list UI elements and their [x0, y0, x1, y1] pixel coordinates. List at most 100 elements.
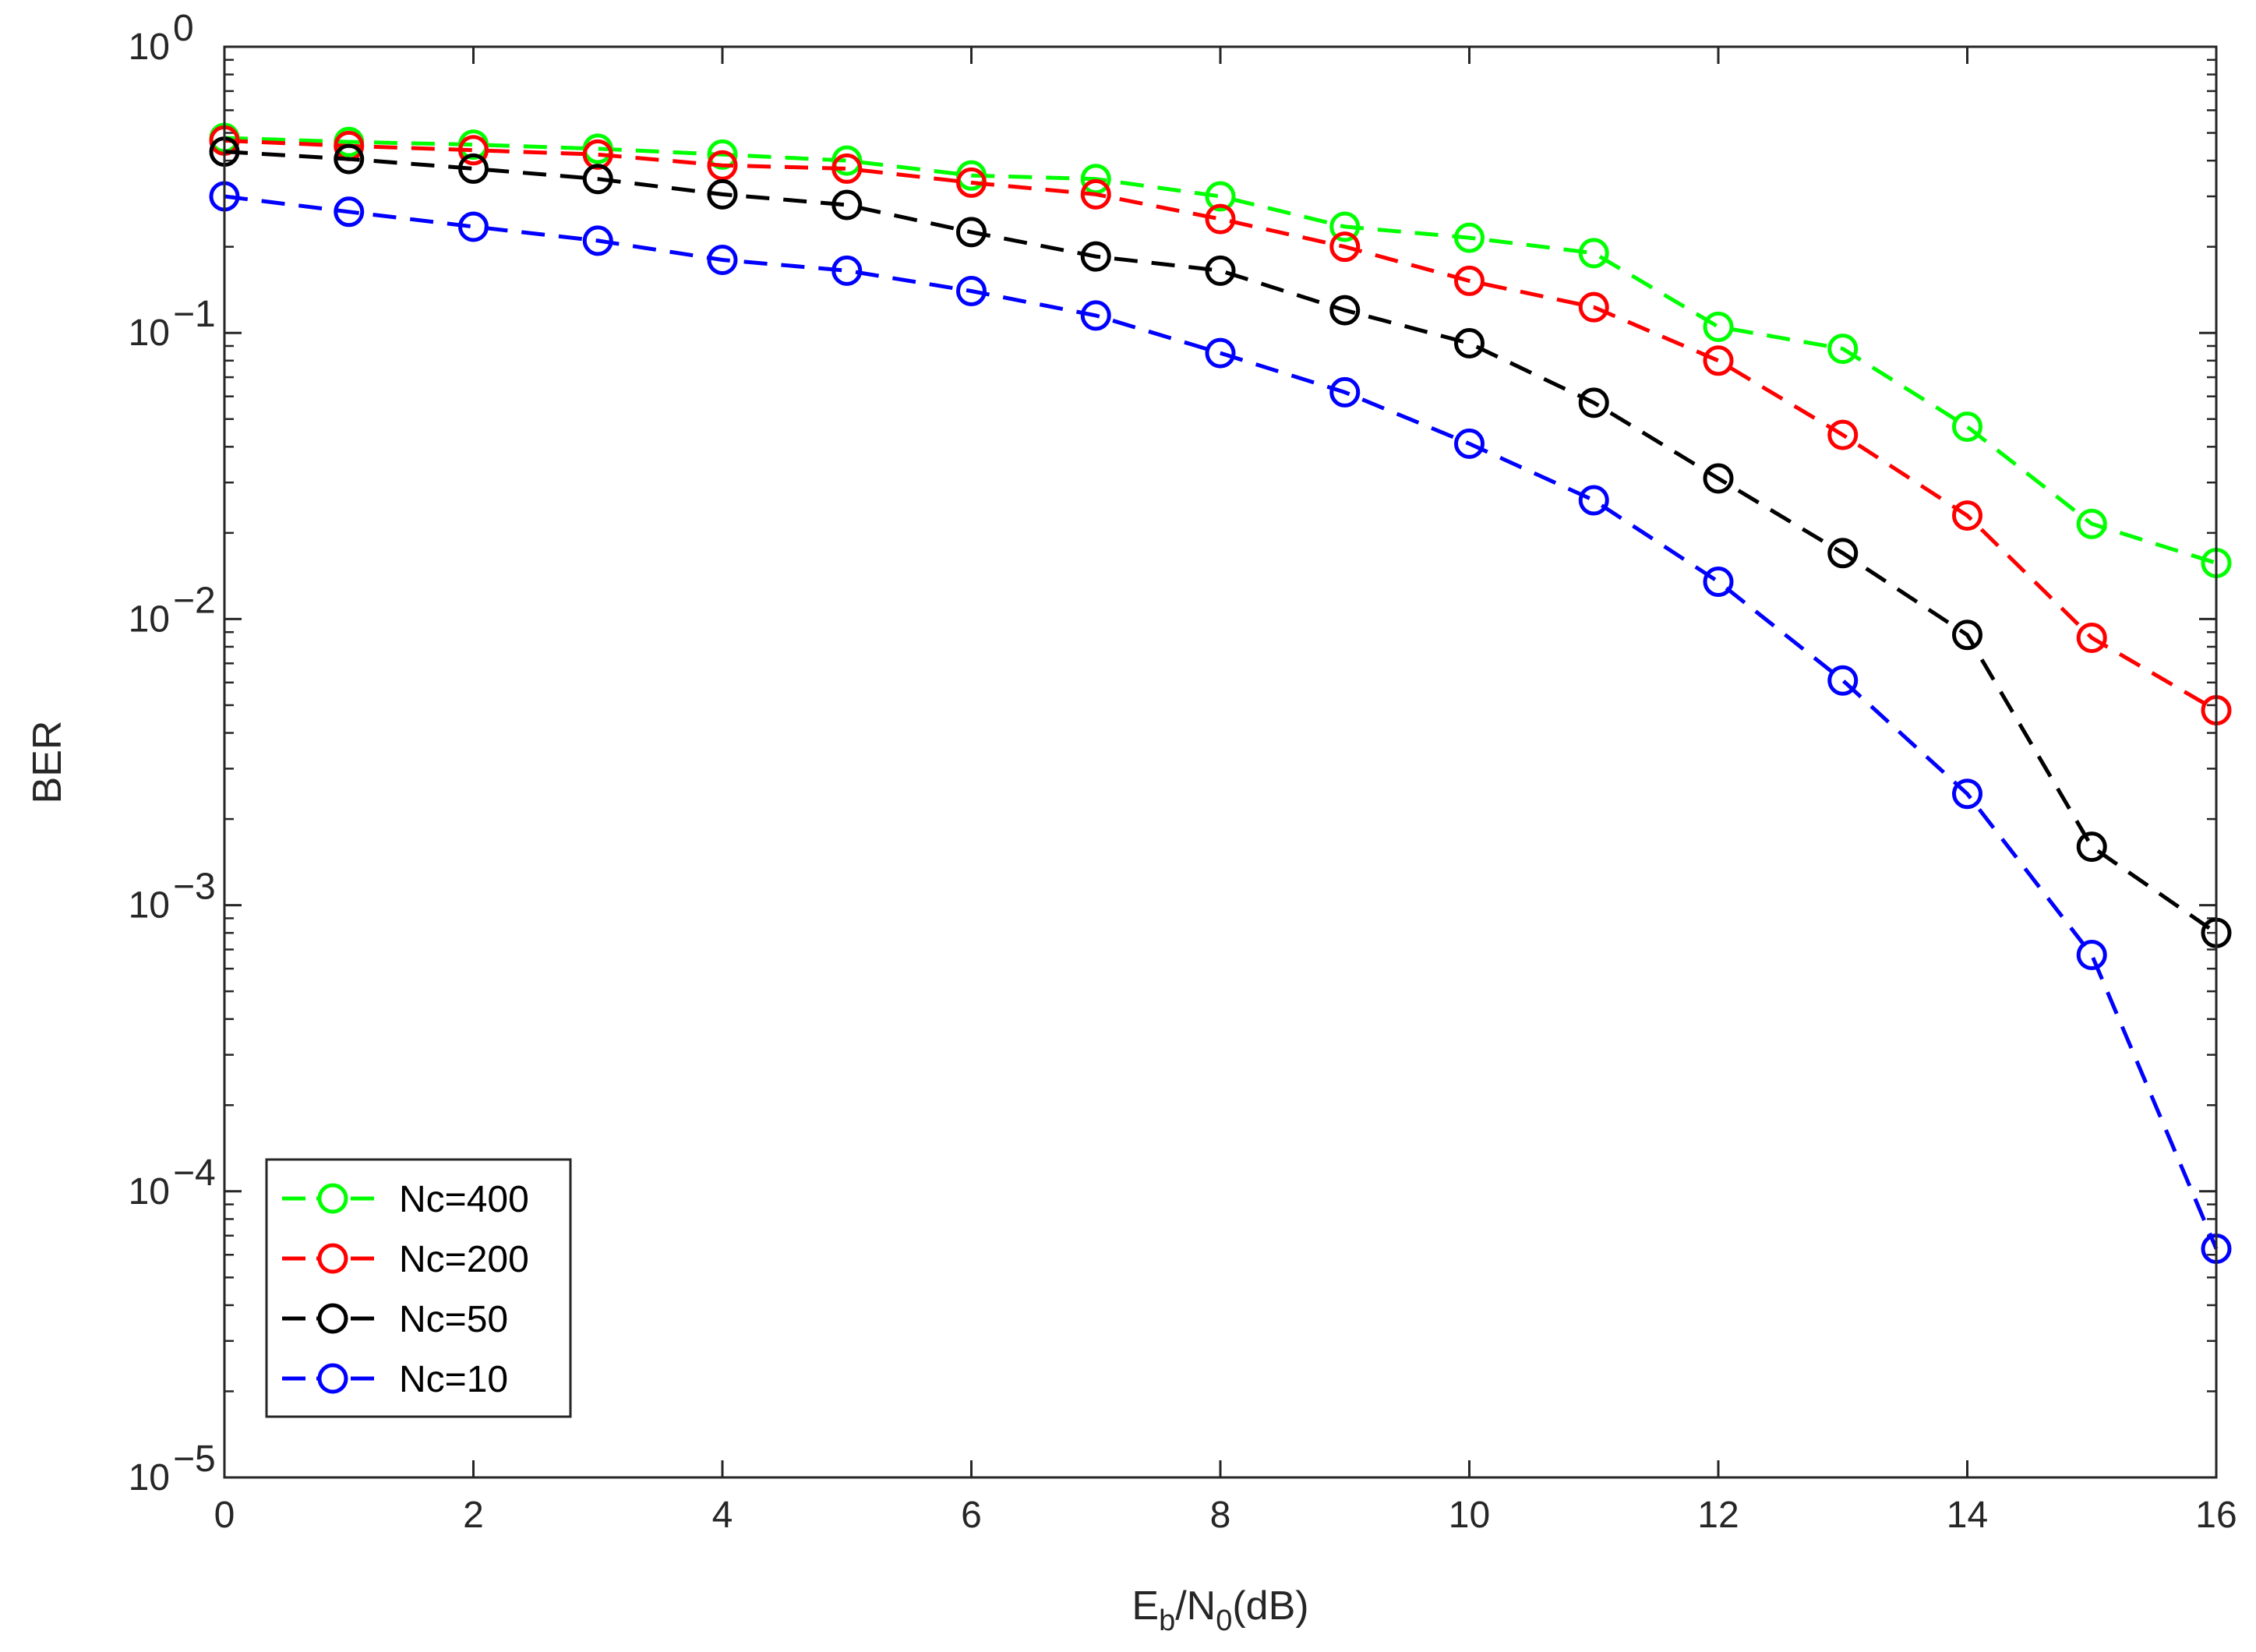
series-line	[224, 136, 2217, 565]
data-point	[2076, 622, 2107, 653]
data-point	[1578, 291, 1609, 323]
y-tick-exponent: −2	[173, 580, 216, 621]
data-point	[1827, 665, 1859, 696]
data-point	[956, 167, 987, 198]
data-point	[1827, 538, 1859, 569]
series-Nc=400	[209, 122, 2232, 578]
data-point	[707, 139, 738, 170]
x-tick-label: 8	[1210, 1495, 1231, 1536]
legend-label: Nc=200	[399, 1239, 529, 1280]
y-tick-label: 10	[129, 1171, 170, 1213]
data-point	[1454, 327, 1485, 358]
series-line	[224, 194, 2219, 1250]
x-tick-label: 16	[2195, 1495, 2237, 1536]
legend: Nc=400 Nc=200 Nc=50 Nc=10	[265, 1158, 572, 1418]
series-line	[224, 150, 2218, 935]
data-point	[1703, 463, 1734, 494]
data-point	[1703, 567, 1734, 598]
y-tick-label: 10	[129, 885, 170, 927]
data-point	[1952, 411, 1982, 443]
data-point	[831, 145, 863, 176]
x-tick-label: 2	[463, 1495, 484, 1536]
data-point	[1578, 485, 1609, 516]
data-point	[1952, 778, 1982, 810]
x-tick-labels: 0 2 4 6 8 10 12 14 16	[214, 1495, 2237, 1536]
data-point	[1578, 387, 1609, 418]
legend-marker	[317, 1363, 348, 1394]
data-point	[1827, 419, 1859, 450]
data-point	[707, 178, 738, 210]
data-point	[1205, 181, 1236, 212]
x-tick-label: 0	[214, 1495, 235, 1536]
legend-entry: Nc=50	[282, 1299, 508, 1340]
data-point	[1454, 428, 1485, 459]
data-point	[582, 139, 613, 170]
legend-entry: Nc=400	[282, 1179, 529, 1220]
y-tick-label: 10	[129, 1457, 170, 1498]
data-point	[582, 164, 613, 195]
data-point	[1703, 345, 1734, 376]
data-point	[1578, 238, 1609, 269]
x-tick-label: 12	[1697, 1495, 1739, 1536]
data-point	[1080, 164, 1111, 195]
y-tick-exponent: −1	[173, 294, 216, 335]
legend-entry: Nc=200	[282, 1239, 529, 1280]
data-point	[1205, 337, 1236, 369]
data-point	[1329, 376, 1361, 408]
axes-box	[223, 45, 2218, 1479]
data-point	[1080, 241, 1111, 272]
data-point	[2076, 939, 2107, 970]
data-point	[831, 153, 863, 184]
x-tick-label: 6	[961, 1495, 982, 1536]
series-layer	[209, 122, 2232, 1264]
legend-box	[265, 1158, 572, 1418]
series-Nc=50	[209, 136, 2232, 948]
x-tick-label: 10	[1449, 1495, 1490, 1536]
data-point	[1080, 178, 1111, 210]
legend-marker	[317, 1183, 348, 1214]
y-tick-exponent: −4	[173, 1153, 216, 1194]
data-point	[707, 150, 738, 181]
data-point	[334, 196, 365, 228]
data-point	[1329, 295, 1361, 326]
data-point	[707, 244, 738, 275]
data-point	[1952, 500, 1982, 531]
data-point	[1329, 231, 1361, 263]
y-tick-label: 10	[129, 598, 170, 640]
data-point	[582, 225, 613, 256]
legend-marker	[317, 1303, 348, 1334]
y-tick-exponent: −3	[173, 867, 216, 908]
y-tick-exponent: 0	[173, 8, 194, 49]
legend-label: Nc=50	[399, 1299, 508, 1340]
y-tick-exponent: −5	[173, 1438, 216, 1480]
y-axis-label: BER	[25, 721, 70, 804]
y-tick-label: 10	[129, 26, 170, 68]
x-tick-label: 4	[712, 1495, 733, 1536]
data-point	[1703, 311, 1734, 342]
x-tick-label: 14	[1947, 1495, 1988, 1536]
data-point	[2076, 831, 2107, 863]
data-point	[831, 255, 863, 286]
data-point	[1454, 222, 1485, 253]
x-axis-label: Eb/N0(dB)	[1132, 1583, 1308, 1637]
data-point	[1952, 620, 1982, 651]
data-point	[334, 143, 365, 175]
data-point	[956, 217, 987, 248]
legend-entry: Nc=10	[282, 1359, 508, 1400]
data-point	[458, 135, 489, 166]
data-point	[1454, 265, 1485, 296]
data-point	[1205, 203, 1236, 235]
legend-marker	[317, 1243, 348, 1274]
data-point	[1827, 334, 1859, 365]
legend-label: Nc=400	[399, 1179, 529, 1220]
data-point	[2076, 508, 2107, 539]
data-point	[1205, 255, 1236, 286]
data-point	[458, 153, 489, 184]
data-point	[956, 276, 987, 307]
data-point	[831, 189, 863, 221]
minor-ticks	[224, 58, 2216, 1393]
data-point	[1329, 211, 1361, 242]
legend-label: Nc=10	[399, 1359, 508, 1400]
